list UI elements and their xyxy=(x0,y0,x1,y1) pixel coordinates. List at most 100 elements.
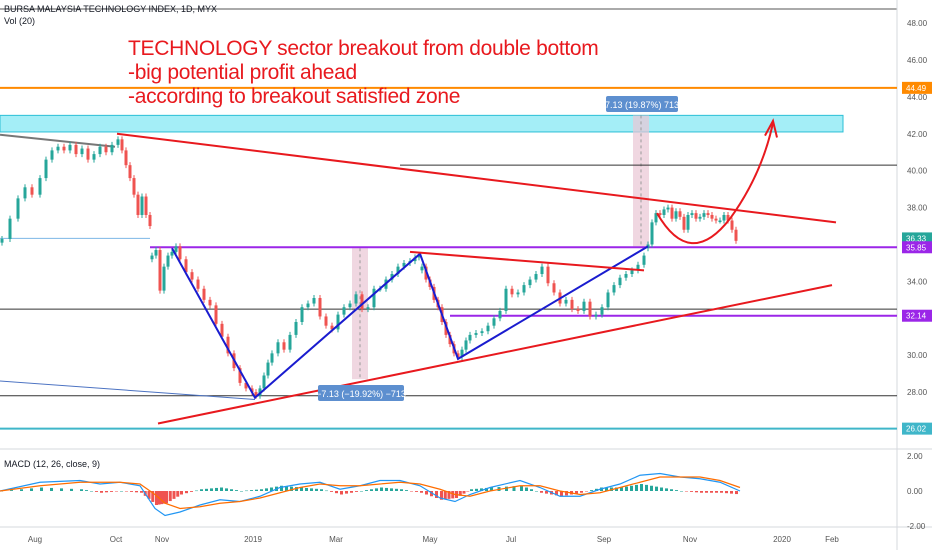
time-tick-label: 2019 xyxy=(244,535,262,544)
macd-histogram-bar xyxy=(180,491,183,495)
candle xyxy=(124,150,128,166)
macd-histogram-bar xyxy=(360,491,363,492)
candle xyxy=(678,211,682,217)
price-level-badge xyxy=(902,81,932,94)
time-tick-label: Nov xyxy=(683,535,697,544)
candle xyxy=(564,299,568,304)
signal-line xyxy=(0,476,741,510)
candle xyxy=(642,255,646,265)
macd-histogram-bar xyxy=(240,491,243,492)
candle xyxy=(552,283,556,293)
time-tick-label: May xyxy=(422,535,437,544)
candle xyxy=(606,292,610,308)
macd-histogram-bar xyxy=(350,491,353,493)
macd-histogram-bar xyxy=(220,487,223,491)
macd-histogram-bar xyxy=(100,491,103,493)
price-axis[interactable]: 48.0046.0044.0042.0040.0038.0036.0034.00… xyxy=(902,19,932,435)
macd-histogram-bar xyxy=(30,488,33,491)
price-level-label: 26.02 xyxy=(906,425,927,434)
price-tick-label: 28.00 xyxy=(907,388,928,397)
candle xyxy=(722,214,726,221)
candle xyxy=(154,250,158,256)
macd-histogram-bar xyxy=(40,487,43,491)
candle xyxy=(170,251,174,256)
candle xyxy=(80,148,84,155)
macd-histogram-bar xyxy=(365,490,368,491)
candle xyxy=(698,216,702,219)
candle xyxy=(354,294,358,304)
candle xyxy=(636,264,640,271)
macd-histogram-bar xyxy=(490,487,493,491)
macd-histogram-bar xyxy=(435,491,438,498)
macd-histogram-bar xyxy=(235,490,238,491)
macd-histogram-bar xyxy=(205,488,208,491)
macd-histogram-bar xyxy=(20,489,23,491)
candle xyxy=(342,307,346,315)
macd-histogram-bar xyxy=(285,486,288,491)
macd-pane[interactable]: 2.00 0.00 -2.00 xyxy=(0,452,926,531)
macd-histogram-bar xyxy=(165,491,168,504)
macd-histogram-bar xyxy=(680,491,683,492)
time-tick-label: Oct xyxy=(110,535,123,544)
macd-histogram-bar xyxy=(635,484,638,491)
neckline-trend-line xyxy=(409,250,645,272)
macd-histogram-bar xyxy=(675,490,678,491)
macd-histogram-bar xyxy=(400,489,403,491)
candle xyxy=(266,362,270,376)
candle xyxy=(270,353,274,363)
macd-histogram-bar xyxy=(425,491,428,495)
price-level-badge xyxy=(902,241,932,254)
candle xyxy=(288,334,292,350)
candle xyxy=(38,178,42,195)
candle xyxy=(294,321,298,335)
ascending-trend-line xyxy=(157,284,833,425)
macd-histogram-bar xyxy=(290,486,293,491)
candle xyxy=(330,325,334,330)
candle xyxy=(706,213,710,215)
candle xyxy=(16,198,20,219)
macd-indicator-title[interactable]: MACD (12, 26, close, 9) xyxy=(4,459,101,469)
time-axis[interactable]: Aug Oct Nov 2019 Mar May Jul Sep Nov 2020 Feb xyxy=(28,535,840,544)
candle xyxy=(686,214,690,230)
candle xyxy=(262,375,266,389)
candle xyxy=(8,218,12,239)
candle xyxy=(504,288,508,311)
candle xyxy=(528,279,532,286)
candle xyxy=(150,255,154,260)
candle xyxy=(132,178,136,195)
macd-histogram-bar xyxy=(615,487,618,491)
candle xyxy=(190,272,194,280)
candle xyxy=(480,331,484,334)
candle xyxy=(110,144,114,153)
macd-histogram-bar xyxy=(375,488,378,491)
candle xyxy=(612,285,616,293)
time-tick-label: 2020 xyxy=(773,535,791,544)
macd-histogram-bar xyxy=(395,488,398,491)
macd-histogram-bar xyxy=(447,491,451,499)
candle xyxy=(174,246,178,252)
symbol-title[interactable]: BURSA MALAYSIA TECHNOLOGY INDEX, 1D, MYX xyxy=(4,4,218,14)
macd-histogram-bar xyxy=(451,491,455,499)
macd-histogram-bar xyxy=(340,491,343,495)
macd-histogram-bar xyxy=(10,490,13,491)
macd-histogram-bar xyxy=(695,491,698,493)
macd-histogram-bar xyxy=(70,488,73,491)
candle xyxy=(546,266,550,284)
macd-histogram-bar xyxy=(710,491,713,493)
macd-histogram-bar xyxy=(525,487,528,491)
candle xyxy=(402,262,406,267)
chart-header: BURSA MALAYSIA TECHNOLOGY INDEX, 1D, MYX… xyxy=(4,3,217,27)
macd-histogram-bar xyxy=(60,488,63,491)
candle xyxy=(417,255,421,258)
time-tick-label: Sep xyxy=(597,535,612,544)
candle xyxy=(202,288,206,300)
macd-histogram-bar xyxy=(458,491,462,496)
macd-histogram-bar xyxy=(130,491,133,492)
volume-indicator-title[interactable]: Vol (20) xyxy=(4,16,36,26)
candle xyxy=(238,368,242,383)
candle xyxy=(116,139,120,145)
macd-histogram-bar xyxy=(230,489,233,491)
candle xyxy=(166,255,170,267)
